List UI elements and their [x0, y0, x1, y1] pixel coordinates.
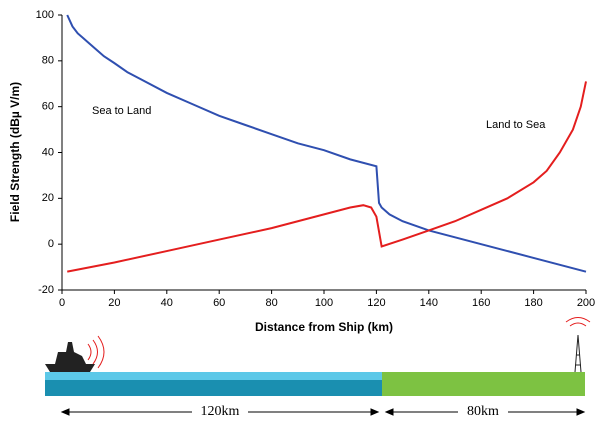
series-label: Sea to Land — [92, 105, 151, 117]
x-tick-label: 120 — [367, 297, 385, 309]
y-tick-label: 0 — [48, 238, 54, 250]
y-axis-label: Field Strength (dBµ V/m) — [8, 82, 22, 222]
line — [67, 15, 586, 272]
tower-signal — [566, 318, 590, 327]
x-tick-label: 100 — [315, 297, 333, 309]
y-tick-label: 40 — [42, 146, 54, 158]
tower — [575, 335, 581, 372]
x-tick-label: 0 — [59, 297, 65, 309]
x-tick-label: 200 — [577, 297, 595, 309]
series-label: Land to Sea — [486, 119, 546, 131]
ship — [45, 342, 95, 372]
x-tick-label: 180 — [524, 297, 542, 309]
sea-distance: 120km — [201, 404, 240, 419]
y-tick-label: 20 — [42, 192, 54, 204]
y-tick-label: 100 — [36, 9, 54, 21]
x-tick-label: 140 — [420, 297, 438, 309]
ship-signal — [88, 336, 104, 368]
x-axis-label: Distance from Ship (km) — [255, 320, 393, 334]
sea-surface — [45, 372, 382, 380]
x-tick-label: 40 — [161, 297, 173, 309]
x-tick-label: 20 — [108, 297, 120, 309]
x-tick-label: 160 — [472, 297, 490, 309]
x-tick-label: 60 — [213, 297, 225, 309]
x-tick-label: 80 — [265, 297, 277, 309]
y-tick-label: 80 — [42, 55, 54, 67]
figure: Field Strength (dBµ V/m) Distance from S… — [0, 0, 597, 421]
land-distance: 80km — [467, 404, 499, 419]
y-tick-label: -20 — [38, 284, 54, 296]
land — [382, 372, 585, 396]
y-tick-label: 60 — [42, 101, 54, 113]
